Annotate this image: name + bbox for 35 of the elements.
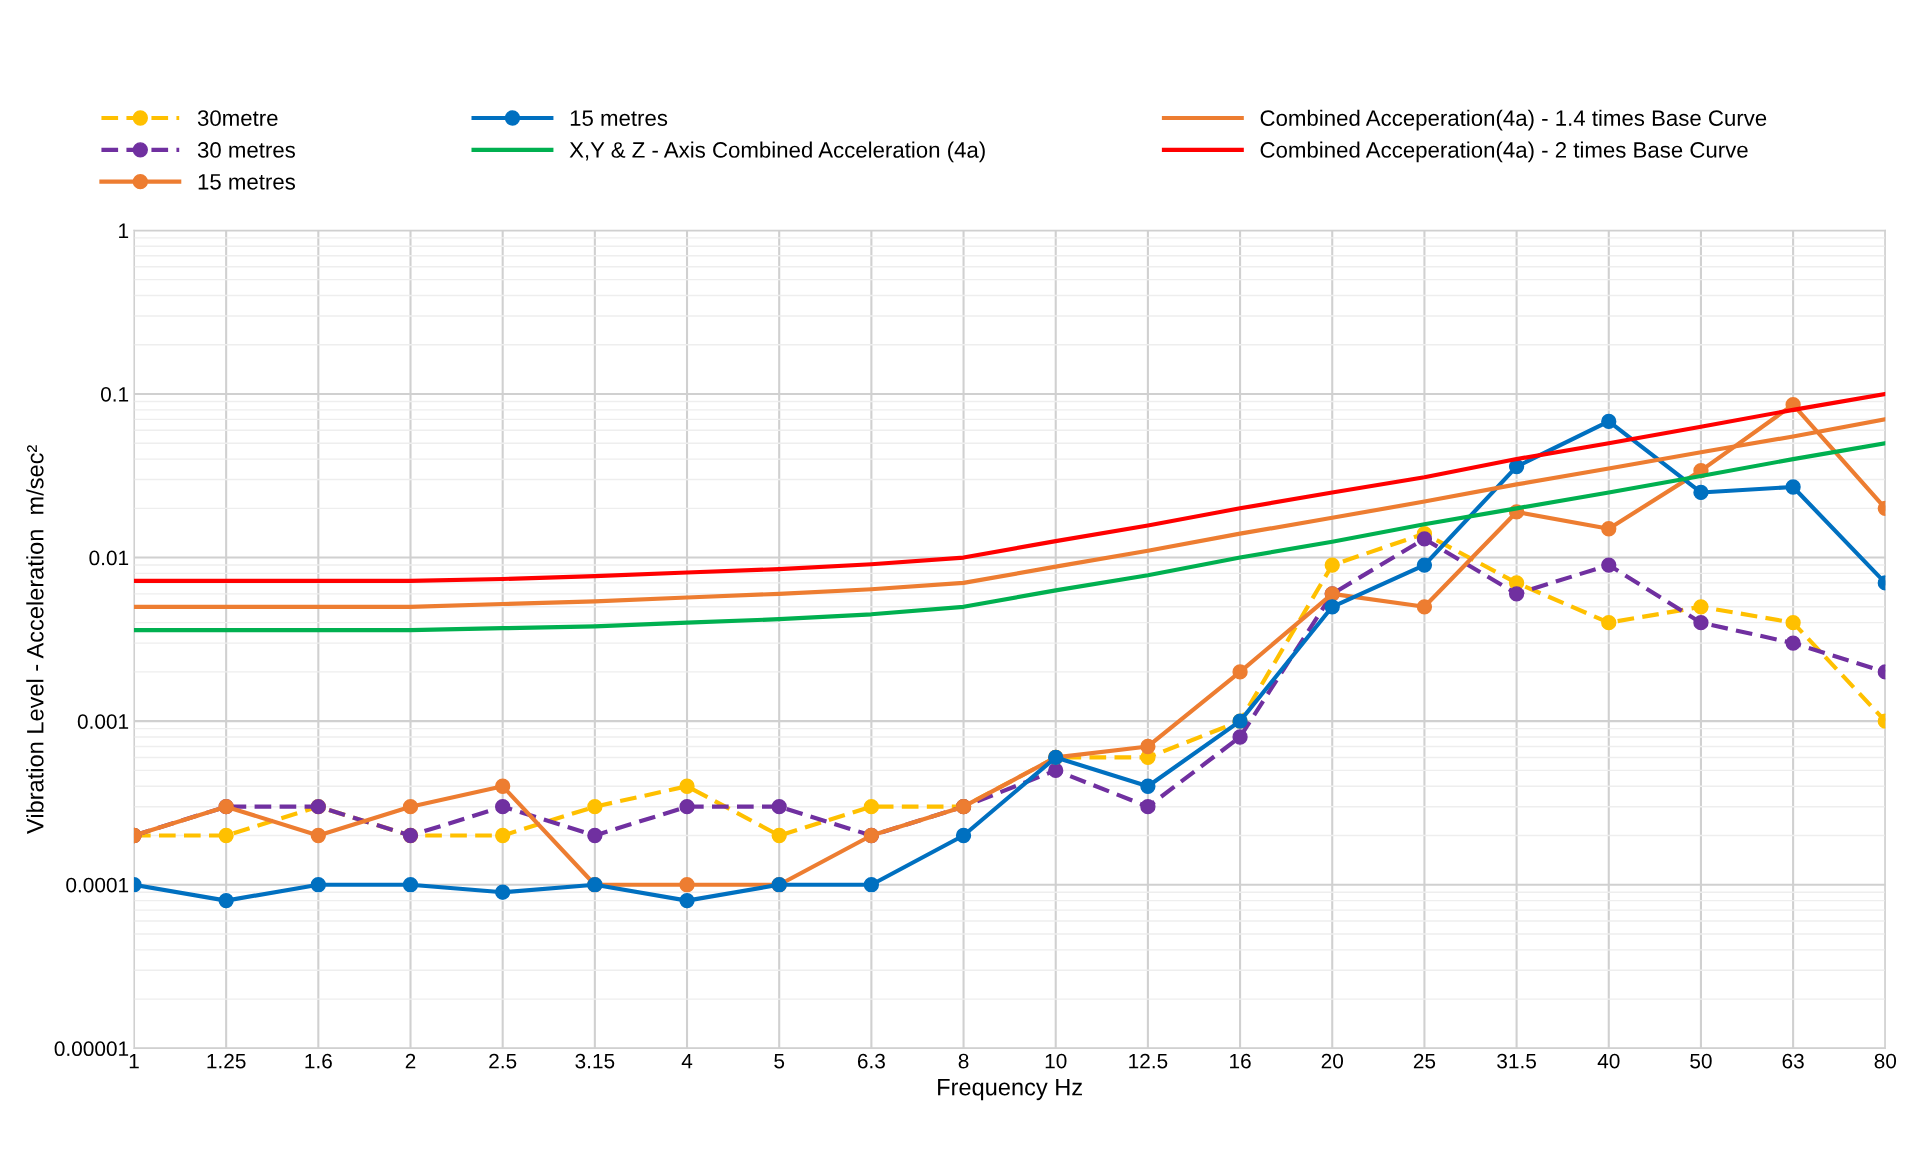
y-tick-label: 0.1: [100, 386, 129, 402]
y-axis-title: Vibration Level - Acceleration m/sec²: [26, 445, 44, 834]
x-tick-label: 25: [1413, 1053, 1436, 1069]
x-tick-label: 10: [1045, 1053, 1067, 1069]
x-tick-label: 2.5: [489, 1053, 517, 1069]
x-tick-label: 5: [774, 1053, 785, 1069]
y-tick-label: 0.0001: [66, 877, 129, 893]
x-tick-label: 1: [129, 1053, 139, 1069]
x-tick-label: 31.5: [1497, 1053, 1536, 1069]
legend-label: Combined Acceperation(4a) - 1.4 times Base Curve: [1260, 109, 1767, 131]
y-tick-label: 0.00001: [54, 1041, 129, 1057]
x-axis-title: Frequency Hz: [938, 1079, 1082, 1101]
x-tick-label: 1.6: [305, 1053, 332, 1069]
y-tick-label: 0.01: [89, 550, 129, 566]
x-tick-label: 80: [1874, 1053, 1897, 1069]
legend-label: 15 metres: [570, 110, 668, 126]
legend-label: 30 metres: [197, 142, 295, 158]
x-tick-label: 4: [681, 1053, 693, 1069]
legend-label: 30metre: [197, 110, 278, 126]
x-tick-label: 12.5: [1129, 1053, 1168, 1069]
y-tick-label: 0.001: [77, 714, 129, 729]
x-tick-label: 16: [1230, 1053, 1251, 1069]
x-tick-label: 8: [958, 1053, 969, 1069]
x-tick-label: 3.15: [575, 1053, 615, 1069]
x-tick-label: 20: [1321, 1053, 1344, 1069]
x-tick-label: 40: [1597, 1053, 1620, 1069]
x-tick-label: 63: [1782, 1053, 1804, 1069]
x-tick-label: 2: [405, 1053, 416, 1069]
legend-label: 15 metres: [198, 174, 295, 190]
x-tick-label: 50: [1690, 1053, 1712, 1069]
legend-label: X,Y & Z - Axis Combined Acceleration (4a): [569, 141, 985, 163]
x-tick-label: 1.25: [207, 1053, 246, 1069]
x-tick-label: 6.3: [857, 1053, 885, 1069]
y-tick-label: 1: [119, 223, 129, 238]
legend-label: Combined Acceperation(4a) - 2 times Base Curve: [1260, 141, 1748, 163]
